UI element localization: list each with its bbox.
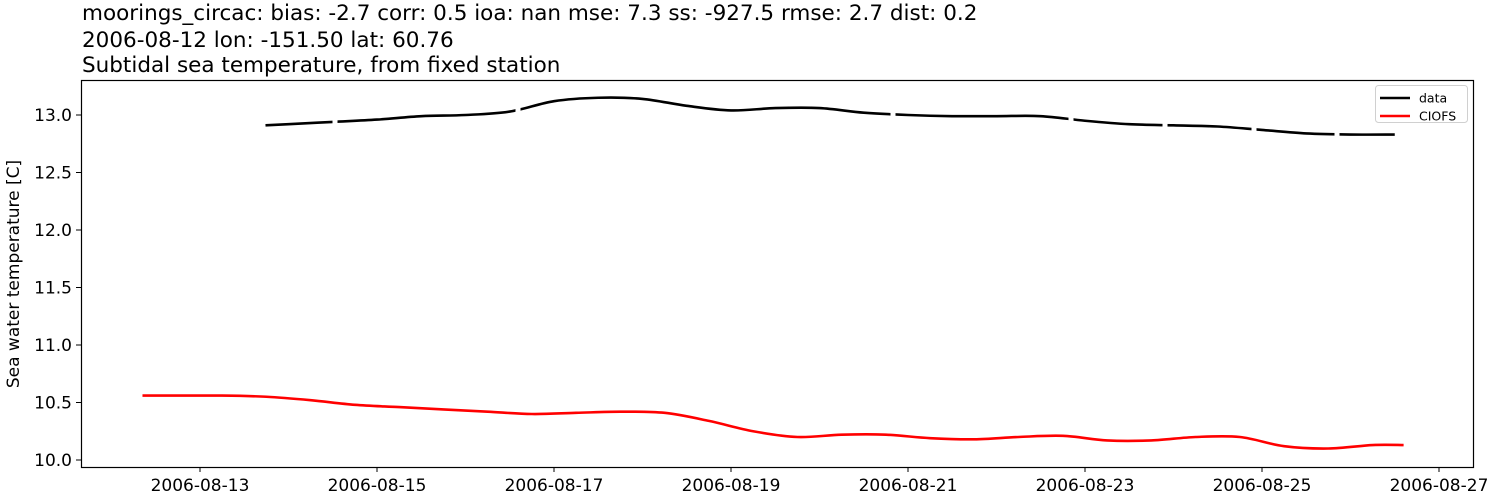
x-tick-label: 2006-08-13 xyxy=(151,476,250,496)
y-tick-label: 10.0 xyxy=(34,451,72,471)
legend-label-data: data xyxy=(1419,91,1447,106)
x-tick-label: 2006-08-19 xyxy=(682,476,781,496)
y-tick-label: 12.0 xyxy=(34,221,72,241)
chart-title-location: 2006-08-12 lon: -151.50 lat: 60.76 xyxy=(82,28,454,53)
x-tick-label: 2006-08-27 xyxy=(1390,476,1489,496)
x-tick-label: 2006-08-17 xyxy=(505,476,604,496)
chart-title-stats: moorings_circac: bias: -2.7 corr: 0.5 io… xyxy=(82,1,978,26)
data-gap xyxy=(515,88,521,148)
chart-title-description: Subtidal sea temperature, from fixed sta… xyxy=(82,53,561,78)
y-tick-label: 11.5 xyxy=(34,279,72,299)
y-axis: 10.0 10.5 11.0 11.5 12.0 12.5 13.0 xyxy=(34,106,81,471)
y-axis-label: Sea water temperature [C] xyxy=(4,160,24,388)
y-tick-label: 11.0 xyxy=(34,336,72,356)
data-gap xyxy=(1251,88,1257,148)
x-tick-label: 2006-08-21 xyxy=(859,476,958,496)
legend: data CIOFS xyxy=(1375,85,1468,124)
y-tick-label: 10.5 xyxy=(34,394,72,414)
y-tick-label: 13.0 xyxy=(34,106,72,126)
data-gap xyxy=(332,88,338,148)
x-tick-label: 2006-08-23 xyxy=(1036,476,1135,496)
series-line-ciofs xyxy=(142,394,1404,450)
series-line-data xyxy=(265,96,1395,136)
plot-area xyxy=(142,88,1404,450)
x-tick-label: 2006-08-15 xyxy=(328,476,427,496)
legend-label-ciofs: CIOFS xyxy=(1419,109,1456,124)
x-axis: 2006-08-13 2006-08-15 2006-08-17 2006-08-19… xyxy=(151,467,1489,496)
data-gap xyxy=(1162,88,1168,148)
x-tick-label: 2006-08-25 xyxy=(1213,476,1312,496)
y-tick-label: 12.5 xyxy=(34,164,72,184)
plot-frame xyxy=(80,79,1475,469)
data-gap xyxy=(1334,88,1340,148)
legend-box xyxy=(1375,85,1468,123)
data-gap xyxy=(1068,88,1074,148)
data-gap xyxy=(890,88,896,148)
